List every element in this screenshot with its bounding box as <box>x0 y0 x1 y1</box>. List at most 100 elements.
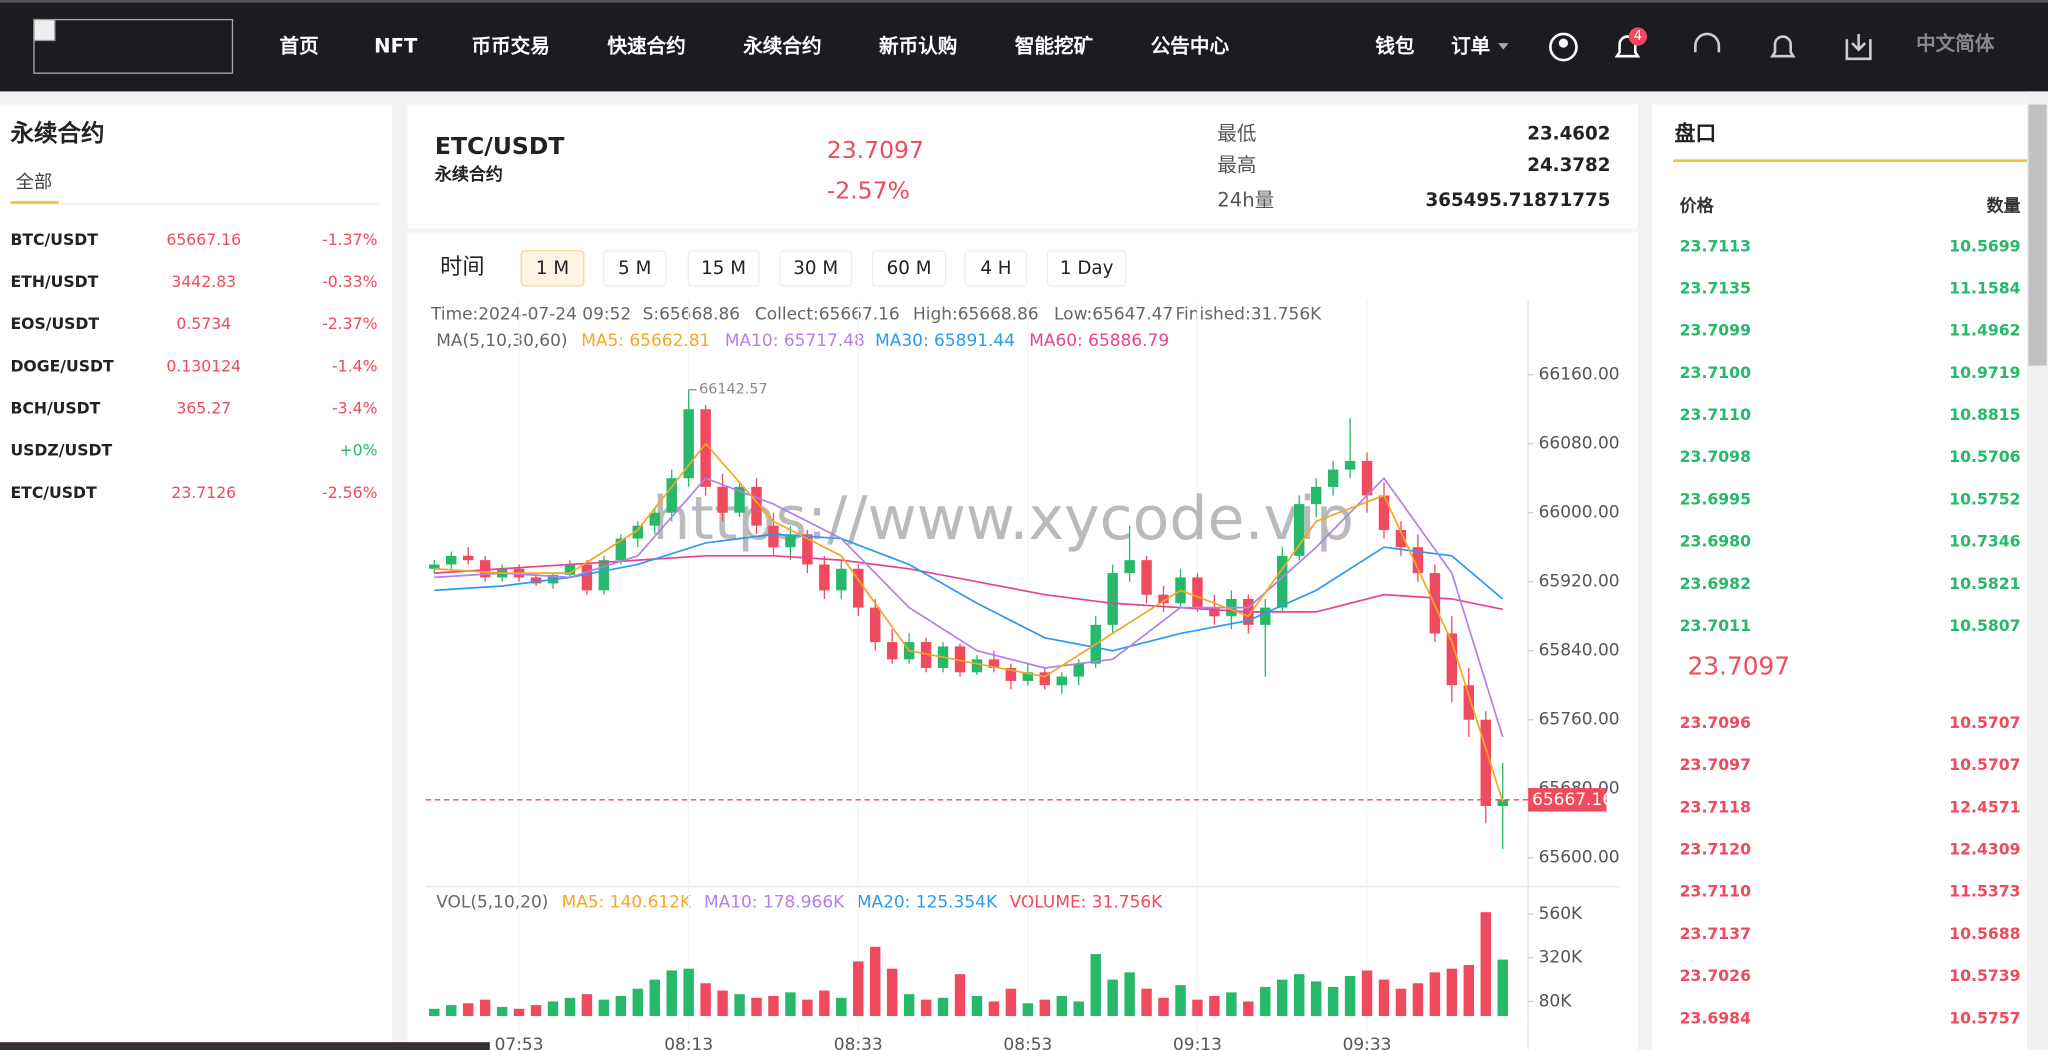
period-label[interactable]: 5 M <box>618 258 651 279</box>
nav-item[interactable]: 永续合约 <box>742 35 821 58</box>
pair-title: ETC/USDT <box>435 132 564 160</box>
scrollbar-thumb[interactable] <box>2028 104 2047 366</box>
volume-bar <box>1192 999 1203 1017</box>
nav-item[interactable]: 首页 <box>280 35 319 58</box>
candle-body <box>649 512 660 526</box>
download-icon[interactable] <box>1845 33 1872 61</box>
candle-body <box>971 659 983 673</box>
bid-price: 23.7120 <box>1680 840 1751 859</box>
mid-price: 23.7097 <box>1688 651 1791 680</box>
period-label[interactable]: 60 M <box>887 258 932 279</box>
user-icon[interactable] <box>1549 32 1578 62</box>
candle-body <box>717 486 728 513</box>
bid-price: 23.7096 <box>1680 713 1751 732</box>
bid-price: 23.6984 <box>1680 1008 1751 1027</box>
pair[interactable]: BCH/USDT <box>10 399 100 418</box>
pair[interactable]: EOS/USDT <box>10 314 99 333</box>
support-icon[interactable] <box>1694 32 1721 53</box>
period-label[interactable]: 1 Day <box>1060 258 1114 279</box>
logo[interactable] <box>33 18 234 74</box>
volume-bar <box>836 997 847 1017</box>
title-underline <box>1673 159 2028 162</box>
nav-item[interactable]: 快速合约 <box>607 35 685 58</box>
vol-legend: MA10: 178.966K <box>704 892 845 912</box>
candle-body <box>1327 469 1339 487</box>
bid-amount: 10.5688 <box>1949 924 2020 943</box>
volume-bar <box>1073 1001 1084 1017</box>
volume-bar <box>1310 981 1322 1017</box>
sidebar-panel <box>0 104 392 1050</box>
vol-legend: MA5: 140.612K <box>562 892 692 912</box>
pair[interactable]: ETC/USDT <box>10 483 97 502</box>
period-button[interactable] <box>687 250 760 287</box>
period-label[interactable]: 4 H <box>980 258 1011 279</box>
stat-value: 24.3782 <box>1527 155 1610 176</box>
bid-price: 23.7118 <box>1680 797 1751 816</box>
ask-price: 23.7100 <box>1680 363 1751 382</box>
volume-bar <box>1158 997 1169 1017</box>
candle-body <box>581 564 593 591</box>
period-label[interactable]: 1 M <box>536 258 569 279</box>
period-label[interactable]: 30 M <box>793 258 838 279</box>
nav-item[interactable]: 币币交易 <box>472 35 550 58</box>
candle-body <box>1039 672 1051 686</box>
candle-body <box>632 525 644 539</box>
period-button[interactable] <box>520 250 585 287</box>
pair[interactable]: ETH/USDT <box>10 272 98 291</box>
info-text: Low:65647.47 <box>1054 305 1173 325</box>
volume-bar <box>632 988 644 1017</box>
ma-line <box>434 533 1504 652</box>
ma-legend: MA10: 65717.48 <box>725 331 865 351</box>
volume-bar <box>1090 954 1101 1017</box>
period-button[interactable] <box>964 250 1028 287</box>
ask-amount: 10.9719 <box>1949 363 2020 382</box>
y-tick-label: 66000.00 <box>1539 503 1620 523</box>
nav-link[interactable]: 订单 <box>1451 35 1490 58</box>
candle-body <box>700 409 711 487</box>
change: -2.56% <box>322 483 378 502</box>
language[interactable]: 中文简体 <box>1916 32 1995 55</box>
ma-line <box>434 476 1504 738</box>
chart-panel <box>407 232 1638 1050</box>
y-tick-label: 65760.00 <box>1539 710 1620 730</box>
pair[interactable]: DOGE/USDT <box>10 356 114 375</box>
volume-bar <box>683 968 694 1017</box>
price: 0.5734 <box>176 314 231 333</box>
period-button[interactable] <box>779 250 853 287</box>
vol-tick-label: 320K <box>1539 948 1583 968</box>
price: 365.27 <box>176 399 231 418</box>
orderbook-title: 盘口 <box>1674 122 1716 146</box>
volume-bar <box>1480 912 1491 1017</box>
tab[interactable]: 全部 <box>16 172 53 193</box>
volume-bar <box>1056 996 1068 1017</box>
nav-item[interactable]: 智能挖矿 <box>1015 35 1094 58</box>
bell-icon[interactable] <box>1769 35 1796 58</box>
ask-amount: 10.5807 <box>1949 616 2020 635</box>
bid-amount: 10.5757 <box>1949 1008 2020 1027</box>
x-tick-label: 08:13 <box>664 1035 713 1050</box>
nav-item[interactable]: NFT <box>374 35 418 58</box>
price: 3442.83 <box>171 272 236 291</box>
ask-amount: 11.1584 <box>1949 279 2020 298</box>
volume-bar <box>530 1005 542 1017</box>
period-button[interactable] <box>871 250 947 287</box>
nav-item[interactable]: 新币认购 <box>879 35 957 58</box>
x-tick-label: 08:33 <box>834 1035 883 1050</box>
price: 0.130124 <box>166 356 241 375</box>
volume-bar <box>1260 986 1271 1017</box>
volume-bar <box>666 970 677 1017</box>
candle-body <box>1056 676 1068 686</box>
volume-bar <box>886 968 898 1017</box>
y-tick-label: 65600.00 <box>1539 848 1620 868</box>
period-button[interactable] <box>602 250 667 287</box>
nav-link[interactable]: 钱包 <box>1375 35 1415 58</box>
ask-amount: 10.8815 <box>1949 405 2020 424</box>
pair[interactable]: USDZ/USDT <box>10 441 112 460</box>
x-tick-label: 08:53 <box>1003 1035 1052 1050</box>
nav-item[interactable]: 公告中心 <box>1151 35 1230 58</box>
period-label[interactable]: 15 M <box>701 258 746 279</box>
period-button[interactable] <box>1046 250 1127 287</box>
pair[interactable]: BTC/USDT <box>10 230 98 249</box>
volume-bar <box>1005 988 1017 1017</box>
